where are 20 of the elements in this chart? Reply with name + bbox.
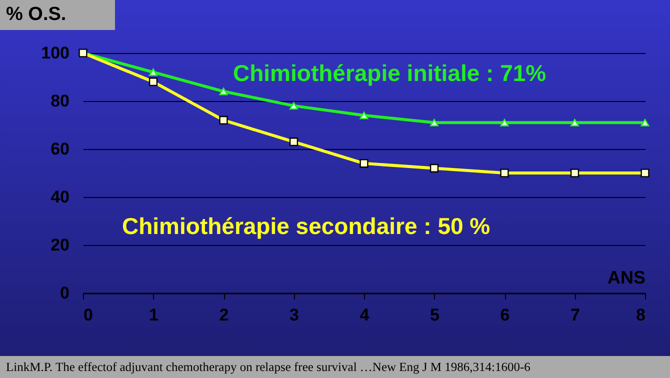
x-tick-label: 7: [570, 306, 580, 324]
y-tick-label: 20: [50, 236, 70, 254]
x-axis-title: ANS: [607, 268, 646, 288]
x-tick-label: 6: [500, 306, 510, 324]
x-tick-label: 2: [219, 306, 229, 324]
series-label: Chimiothérapie initiale : 71%: [233, 60, 546, 86]
y-tick-label: 80: [50, 92, 70, 110]
y-tick-label: 0: [60, 284, 70, 302]
y-axis-title: % O.S.: [0, 0, 115, 30]
x-tick-label: 3: [290, 306, 299, 324]
x-tick-label: 1: [149, 306, 158, 324]
series-label: Chimiothérapie secondaire : 50 %: [122, 213, 490, 239]
x-tick-label: 4: [360, 306, 370, 324]
y-tick-label: 60: [50, 140, 70, 158]
text: LinkM.P. The effectof adjuvant chemotherapy on relapse free survival …New Eng J M 1986,314:1600-6: [0, 356, 670, 378]
y-tick-label: 40: [50, 188, 70, 206]
x-tick-label: 0: [84, 306, 93, 324]
y-tick-label: 100: [41, 44, 70, 62]
x-tick-label: 8: [636, 306, 646, 324]
x-tick-label: 5: [430, 306, 440, 324]
